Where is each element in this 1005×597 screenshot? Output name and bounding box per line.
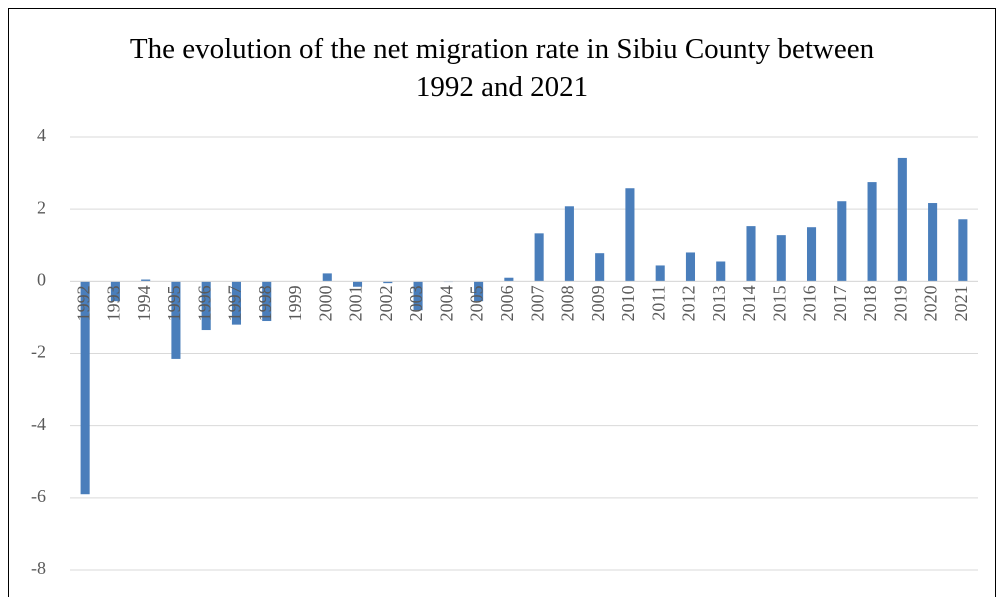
bar [534,233,544,282]
y-tick-label: -6 [31,486,46,506]
bar [595,253,605,282]
bar [928,203,938,282]
x-tick-label: 1998 [255,285,275,321]
bar [897,157,907,282]
bar [262,281,272,322]
y-tick-label: 4 [37,125,46,145]
bar [110,281,120,302]
bar [413,281,423,311]
x-tick-label: 2016 [800,285,820,321]
y-tick-label: 2 [37,197,46,217]
bar [383,281,393,284]
chart-frame [8,8,996,597]
x-tick-label: 1992 [73,285,93,321]
y-tick-label: -2 [31,342,46,362]
x-tick-label: 2019 [890,285,910,321]
x-tick-label: 1993 [104,285,124,321]
bar [806,227,817,282]
bar [625,188,635,282]
bar [171,281,181,359]
x-tick-label: 1996 [194,285,214,321]
bar [837,201,847,282]
x-tick-label: 2010 [618,285,638,321]
x-tick-label: 1999 [285,285,305,321]
bar [474,281,484,302]
bar [685,252,696,282]
x-tick-label: 2013 [709,285,729,321]
y-tick-label: -4 [31,414,46,434]
x-tick-label: 2014 [739,285,759,321]
bar [201,281,211,331]
x-tick-label: 2003 [406,285,426,321]
bar [867,182,877,282]
x-tick-label: 1997 [225,285,245,321]
x-tick-label: 2006 [497,285,517,321]
x-tick-label: 2017 [830,285,850,321]
y-tick-label: 0 [37,269,46,289]
bar [716,261,726,282]
bar [504,277,514,282]
x-tick-label: 2020 [921,285,941,321]
x-tick-label: 2015 [769,285,789,321]
x-tick-label: 2018 [860,285,880,321]
x-tick-label: 2001 [346,285,366,321]
bar [776,235,786,282]
x-tick-label: 2021 [951,285,971,321]
chart-title: The evolution of the net migration rate … [129,33,875,103]
x-tick-label: 1994 [134,285,154,321]
bar [564,206,574,282]
bar [141,279,151,282]
x-tick-label: 2011 [648,285,668,320]
x-tick-label: 2009 [588,285,608,321]
bar [231,281,242,325]
x-tick-label: 2000 [315,285,335,321]
bar [80,281,90,495]
bar [746,226,756,282]
bar [655,265,665,282]
bar [322,273,332,282]
bar [958,219,968,282]
x-tick-label: 2012 [679,285,699,321]
x-tick-label: 2008 [558,285,578,321]
x-tick-label: 2004 [436,285,456,321]
y-tick-label: -8 [31,558,46,578]
x-tick-label: 2002 [376,285,396,321]
bar [352,281,363,287]
x-tick-label: 2005 [467,285,487,321]
x-tick-label: 2007 [527,285,547,321]
x-tick-label: 1995 [164,285,184,321]
